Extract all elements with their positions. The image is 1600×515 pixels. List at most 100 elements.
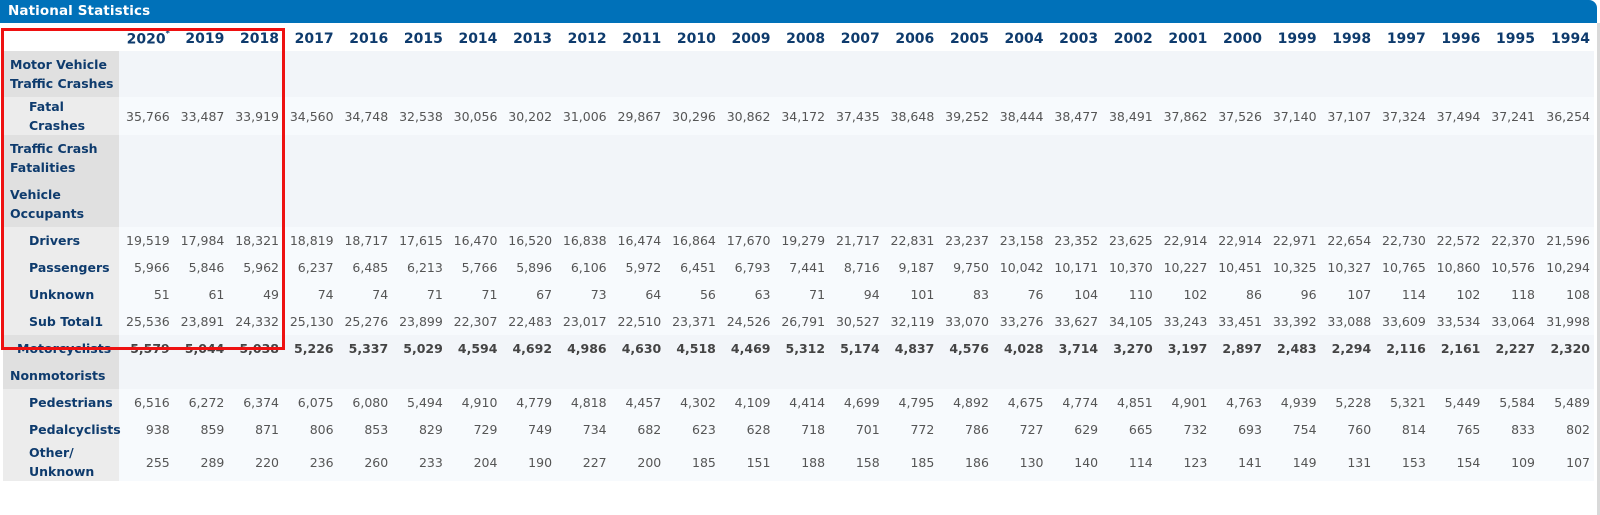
table-row-passengers: Passengers 5,966 5,846 5,962 6,237 6,485 6,213…	[3, 254, 1594, 281]
cell-2001: 102	[1156, 281, 1212, 308]
cell-2020: 6,516	[119, 389, 174, 416]
cell-2010: 4,518	[665, 335, 720, 362]
cell-2017: 236	[282, 443, 338, 481]
cell-2012: 4,986	[556, 335, 611, 362]
cell-2017	[282, 181, 338, 227]
footnote-marker: *	[165, 28, 170, 38]
cell-2011: 200	[610, 443, 666, 481]
cell-2014	[446, 51, 502, 97]
year-label: 2009	[731, 31, 771, 47]
cell-2019: 859	[173, 416, 229, 443]
cell-1998	[1320, 135, 1376, 181]
cell-2012: 227	[556, 443, 611, 481]
cell-2013	[501, 362, 557, 389]
cell-2003	[1047, 51, 1103, 97]
cell-2018: 33,919	[228, 97, 283, 135]
year-label: 2020	[126, 31, 166, 48]
cell-2017	[282, 51, 338, 97]
scrollbar-edge[interactable]	[1597, 23, 1600, 515]
year-label: 1996	[1441, 31, 1481, 47]
cell-2009	[719, 135, 775, 181]
cell-2000	[1211, 135, 1266, 181]
cell-2006: 4,795	[883, 389, 939, 416]
cell-2002	[1102, 135, 1157, 181]
cell-2020	[119, 181, 174, 227]
cell-2018: 49	[228, 281, 283, 308]
cell-1995	[1484, 362, 1539, 389]
cell-2007	[829, 135, 884, 181]
cell-1995: 22,370	[1484, 227, 1539, 254]
cell-2006: 22,831	[883, 227, 939, 254]
cell-1999: 22,971	[1265, 227, 1321, 254]
year-label: 2011	[622, 31, 662, 47]
cell-2014: 5,766	[446, 254, 502, 281]
cell-2006: 38,648	[883, 97, 939, 135]
cell-2005: 39,252	[938, 97, 993, 135]
cell-2017: 5,226	[282, 335, 338, 362]
cell-1999: 149	[1265, 443, 1321, 481]
year-header-2016: 2016	[337, 27, 393, 51]
row-label: Sub Total1	[3, 308, 120, 335]
cell-2002	[1102, 51, 1157, 97]
cell-1996: 33,534	[1429, 308, 1485, 335]
cell-2002: 38,491	[1102, 97, 1157, 135]
cell-2019: 5,846	[173, 254, 229, 281]
cell-2001: 123	[1156, 443, 1212, 481]
cell-2018: 24,332	[228, 308, 283, 335]
row-label: Other/ Unknown	[3, 443, 120, 481]
cell-2011: 22,510	[610, 308, 666, 335]
cell-2012	[556, 181, 611, 227]
cell-2009: 628	[719, 416, 775, 443]
year-label: 2002	[1113, 31, 1153, 47]
year-header-1999: 1999	[1265, 27, 1321, 51]
cell-1998: 131	[1320, 443, 1376, 481]
cell-2006: 772	[883, 416, 939, 443]
cell-1997: 10,765	[1375, 254, 1430, 281]
cell-2005: 33,070	[938, 308, 993, 335]
cell-2020: 5,579	[119, 335, 174, 362]
cell-2008	[774, 51, 830, 97]
cell-2004: 4,675	[992, 389, 1048, 416]
cell-2019: 6,272	[173, 389, 229, 416]
cell-2018: 5,038	[228, 335, 283, 362]
cell-2018: 18,321	[228, 227, 283, 254]
cell-2001: 732	[1156, 416, 1212, 443]
cell-1997: 5,321	[1375, 389, 1430, 416]
cell-1999: 96	[1265, 281, 1321, 308]
cell-1994: 2,320	[1539, 335, 1594, 362]
cell-2005: 4,576	[938, 335, 993, 362]
cell-2006: 9,187	[883, 254, 939, 281]
cell-1997: 153	[1375, 443, 1430, 481]
cell-1994: 802	[1539, 416, 1594, 443]
cell-2010	[665, 362, 720, 389]
cell-2002: 114	[1102, 443, 1157, 481]
cell-2007: 158	[829, 443, 884, 481]
row-label: Traffic Crash Fatalities	[3, 135, 120, 181]
table-row-drivers: Drivers 19,519 17,984 18,321 18,819 18,717 17,…	[3, 227, 1594, 254]
cell-2007: 21,717	[829, 227, 884, 254]
cell-2002: 665	[1102, 416, 1157, 443]
cell-2010: 623	[665, 416, 720, 443]
cell-2011	[610, 135, 666, 181]
cell-2016: 260	[337, 443, 393, 481]
cell-2007	[829, 362, 884, 389]
cell-2013: 16,520	[501, 227, 557, 254]
year-header-2000: 2000	[1211, 27, 1266, 51]
cell-2005	[938, 135, 993, 181]
cell-1999: 10,325	[1265, 254, 1321, 281]
cell-2002: 3,270	[1102, 335, 1157, 362]
year-header-2004: 2004	[992, 27, 1048, 51]
year-label: 2007	[840, 31, 880, 47]
cell-1995: 10,576	[1484, 254, 1539, 281]
cell-2012: 734	[556, 416, 611, 443]
row-label: Drivers	[3, 227, 120, 254]
cell-2010: 4,302	[665, 389, 720, 416]
cell-1995	[1484, 135, 1539, 181]
cell-2007	[829, 51, 884, 97]
cell-2020	[119, 362, 174, 389]
year-header-2005: 2005	[938, 27, 993, 51]
year-label: 2015	[403, 31, 443, 47]
cell-2007: 4,699	[829, 389, 884, 416]
cell-1999: 37,140	[1265, 97, 1321, 135]
cell-2017: 34,560	[282, 97, 338, 135]
